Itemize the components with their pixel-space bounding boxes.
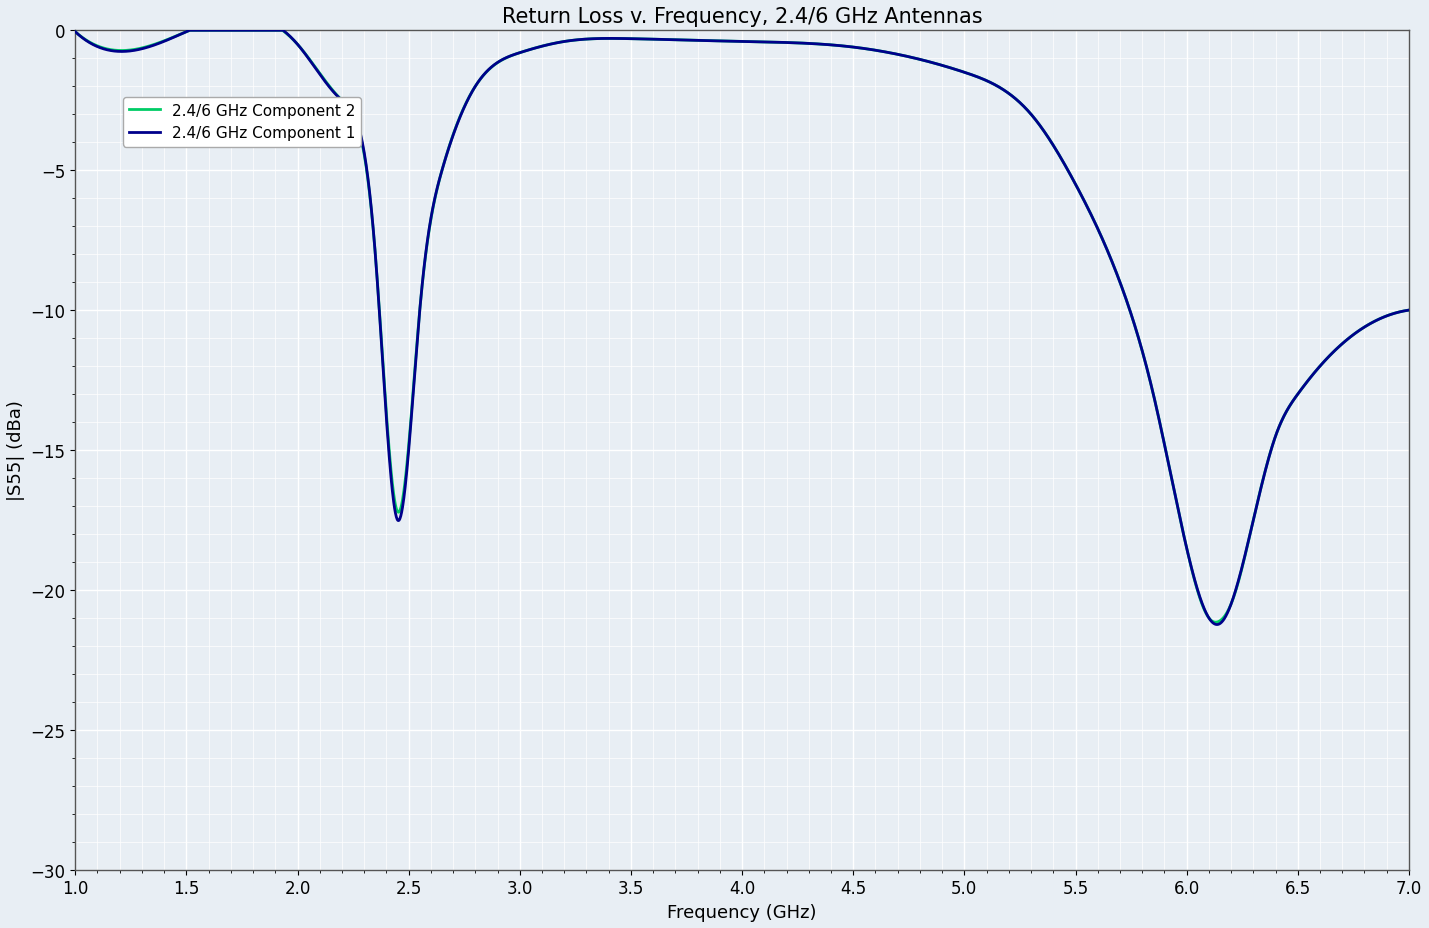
2.4/6 GHz Component 1 — [299, 52, 316, 63]
2.4/6 GHz Component 2 — [579, 34, 596, 45]
2.4/6 GHz Component 2 — [181, 26, 199, 37]
2.4/6 GHz Component 1 — [1232, 570, 1249, 581]
Title: Return Loss v. Frequency, 2.4/6 GHz Antennas: Return Loss v. Frequency, 2.4/6 GHz Ante… — [502, 6, 982, 27]
2.4/6 GHz Component 1 — [67, 27, 84, 38]
2.4/6 GHz Component 2 — [219, 26, 236, 37]
2.4/6 GHz Component 2 — [1400, 305, 1418, 316]
2.4/6 GHz Component 1 — [636, 34, 653, 45]
2.4/6 GHz Component 2 — [1375, 312, 1392, 323]
2.4/6 GHz Component 2 — [636, 34, 653, 45]
2.4/6 GHz Component 1 — [181, 26, 199, 37]
2.4/6 GHz Component 1 — [1375, 312, 1392, 323]
2.4/6 GHz Component 1 — [1400, 305, 1418, 316]
2.4/6 GHz Component 1 — [579, 34, 596, 45]
Legend: 2.4/6 GHz Component 2, 2.4/6 GHz Component 1: 2.4/6 GHz Component 2, 2.4/6 GHz Compone… — [123, 97, 362, 148]
Y-axis label: |S55| (dBa): |S55| (dBa) — [7, 400, 24, 501]
X-axis label: Frequency (GHz): Frequency (GHz) — [667, 903, 817, 922]
2.4/6 GHz Component 1 — [1209, 619, 1226, 630]
Line: 2.4/6 GHz Component 2: 2.4/6 GHz Component 2 — [76, 32, 1409, 623]
Line: 2.4/6 GHz Component 1: 2.4/6 GHz Component 1 — [76, 32, 1409, 625]
2.4/6 GHz Component 2 — [67, 27, 84, 38]
2.4/6 GHz Component 1 — [219, 26, 236, 37]
2.4/6 GHz Component 2 — [1232, 571, 1249, 582]
2.4/6 GHz Component 2 — [1208, 617, 1225, 628]
2.4/6 GHz Component 2 — [299, 51, 316, 62]
